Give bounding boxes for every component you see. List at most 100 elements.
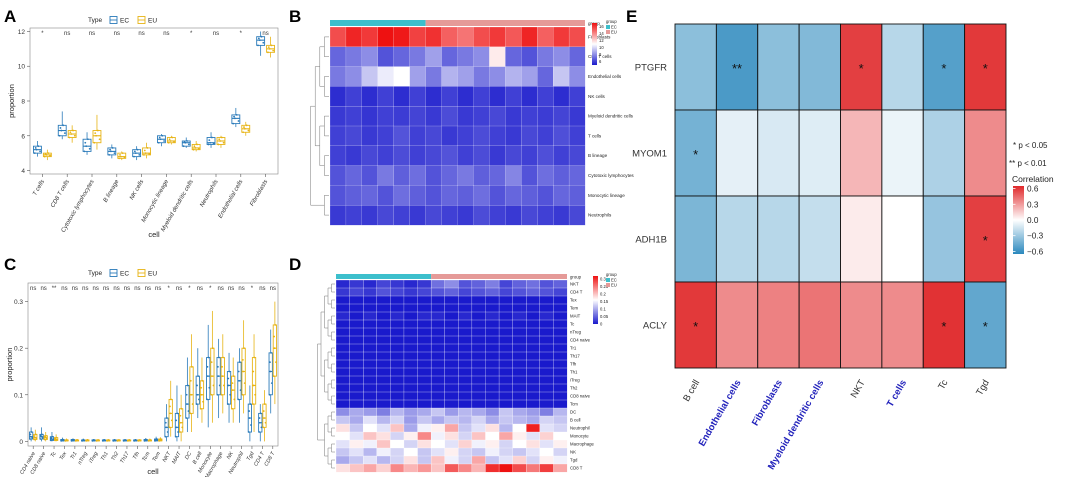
significance-star: * xyxy=(983,61,988,76)
heatmap-cell xyxy=(390,303,405,313)
heatmap-cell xyxy=(553,86,570,107)
heatmap-cell xyxy=(512,407,527,417)
heatmap-cell xyxy=(393,125,410,147)
jitter-point xyxy=(83,150,86,153)
jitter-point xyxy=(94,132,97,135)
colorbar xyxy=(593,276,598,324)
heatmap-cell xyxy=(377,66,395,87)
heatmap-cell xyxy=(409,145,426,166)
heatmap-cell xyxy=(417,303,432,313)
heatmap-cell xyxy=(349,343,364,353)
box-ec xyxy=(226,371,232,405)
heatmap-cell xyxy=(390,463,405,473)
jitter-point xyxy=(232,122,235,125)
heatmap-cell xyxy=(363,335,378,345)
heatmap-cell xyxy=(526,439,541,449)
heatmap-cell xyxy=(403,295,418,305)
heatmap-cell xyxy=(485,311,500,321)
heatmap-cell xyxy=(335,303,350,313)
heatmap-cell xyxy=(430,431,446,441)
jitter-point xyxy=(33,435,36,437)
heatmap-cell xyxy=(458,327,473,337)
colorbar-tick-label: 0 xyxy=(600,322,603,327)
heatmap-cell xyxy=(425,26,442,48)
heatmap-cell xyxy=(444,455,459,465)
heatmap-cell xyxy=(526,303,541,313)
heatmap-cell xyxy=(430,407,446,417)
heatmap-cell xyxy=(471,383,486,393)
significance-label: ns xyxy=(113,286,119,292)
jitter-point xyxy=(87,138,89,141)
heatmap-cell xyxy=(335,327,350,337)
heatmap-cell xyxy=(349,439,364,449)
annotation-label: group xyxy=(570,275,582,280)
y-axis-label: proportion xyxy=(5,348,14,382)
correlation-cell xyxy=(964,23,1007,111)
heatmap-cell xyxy=(403,311,418,321)
jitter-point xyxy=(243,347,245,350)
heatmap-cell xyxy=(485,327,500,337)
heatmap-cell xyxy=(349,391,364,401)
heatmap-cell xyxy=(376,383,391,393)
heatmap-cell xyxy=(568,26,586,48)
heatmap-cell xyxy=(376,415,391,425)
jitter-point xyxy=(102,439,105,442)
heatmap-cell xyxy=(376,455,391,465)
heatmap-cell xyxy=(521,185,538,206)
heatmap-cell xyxy=(458,295,473,305)
correlation-colorbar-tick-label: 0.6 xyxy=(1027,185,1039,194)
heatmap-cell xyxy=(417,351,432,361)
jitter-point xyxy=(206,398,208,401)
heatmap-cell xyxy=(417,335,432,345)
heatmap-cell xyxy=(539,455,554,465)
jitter-point xyxy=(85,439,88,442)
jitter-point xyxy=(35,148,38,151)
row-label: Th17 xyxy=(570,353,580,358)
heatmap-cell xyxy=(430,367,446,377)
heatmap-cell xyxy=(349,367,364,377)
row-label: Neutrophil xyxy=(570,425,590,430)
heatmap-cell xyxy=(458,391,473,401)
row-label: CD8 T cells xyxy=(588,54,612,59)
heatmap-cell xyxy=(363,359,378,369)
heatmap-cell xyxy=(417,287,432,297)
jitter-point xyxy=(190,393,193,396)
jitter-point xyxy=(169,140,172,142)
jitter-point xyxy=(62,124,65,127)
jitter-point xyxy=(197,375,200,378)
jitter-point xyxy=(242,370,245,373)
heatmap-cell xyxy=(505,145,522,166)
box-ec xyxy=(256,36,266,46)
row-label: MYOM1 xyxy=(632,149,667,160)
heatmap-cell xyxy=(526,423,541,433)
heatmap-cell xyxy=(539,447,554,457)
heatmap-cell xyxy=(473,145,490,166)
y-tick-label: 6 xyxy=(21,133,25,140)
significance-label: * xyxy=(209,286,212,292)
heatmap-cell xyxy=(403,375,418,385)
jitter-point xyxy=(223,384,225,387)
jitter-point xyxy=(192,148,195,151)
heatmap-cell xyxy=(390,399,405,409)
heatmap-cell xyxy=(526,431,541,441)
correlation-cell xyxy=(881,109,924,197)
heatmap-cell xyxy=(485,319,500,329)
heatmap-cell xyxy=(537,26,554,48)
jitter-point xyxy=(248,417,251,419)
jitter-point xyxy=(161,134,164,137)
heatmap-cell xyxy=(473,66,490,87)
correlation-cell xyxy=(964,109,1007,197)
heatmap-cell xyxy=(485,407,500,417)
jitter-point xyxy=(216,365,219,368)
heatmap-cell xyxy=(505,106,522,127)
jitter-point xyxy=(248,410,251,412)
heatmap-cell xyxy=(444,463,459,473)
heatmap-cell xyxy=(363,303,378,313)
heatmap-cell xyxy=(498,399,513,409)
jitter-point xyxy=(195,403,198,405)
heatmap-cell xyxy=(526,335,541,345)
heatmap-cell xyxy=(537,46,554,67)
box-eu xyxy=(210,347,215,396)
significance-label: ** xyxy=(52,286,57,292)
heatmap-cell xyxy=(512,311,527,321)
